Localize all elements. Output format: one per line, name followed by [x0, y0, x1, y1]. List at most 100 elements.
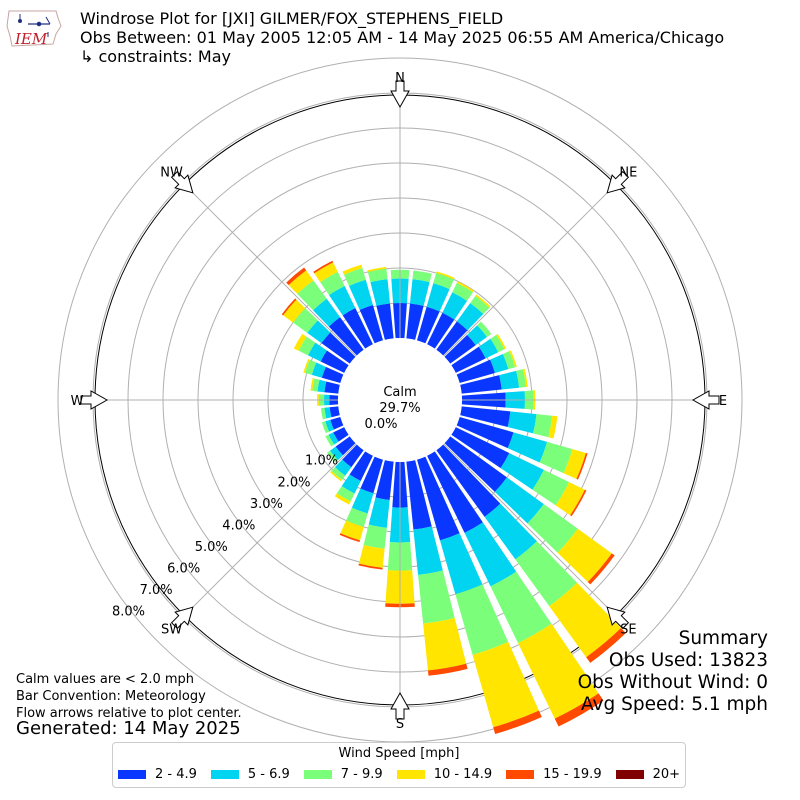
flow-arrows-note: Flow arrows relative to plot center. [16, 706, 242, 721]
chart-legend: Wind Speed [mph] 2 - 4.9 5 - 6.9 7 - 9.9 10… [112, 742, 686, 788]
obs-without-wind: Obs Without Wind: 0 [577, 672, 768, 693]
wind-bar-segment [342, 308, 373, 349]
generated-date: Generated: 14 May 2025 [16, 718, 241, 739]
legend-item: 20+ [615, 767, 680, 782]
legend-title: Wind Speed [mph] [338, 746, 460, 761]
wind-bar-segment [516, 369, 527, 388]
wind-bar-segment [360, 456, 384, 494]
wind-bar-segment [436, 444, 501, 517]
wind-bar-segment [533, 414, 553, 438]
grid-spoke [443, 443, 617, 617]
wind-bar-segment [413, 526, 443, 575]
wind-bar-segment [297, 280, 327, 311]
wind-bar-220 [330, 444, 364, 482]
avg-speed: Avg Speed: 5.1 mph [580, 694, 768, 715]
wind-bar-segment [367, 266, 387, 272]
wind-bar-segment [406, 303, 424, 340]
wind-bar-segment [522, 368, 528, 387]
wind-bar-segment [333, 427, 349, 442]
wind-bar-segment [367, 268, 388, 283]
observation-range: Obs Between: 01 May 2005 12:05 AM - 14 M… [80, 28, 725, 47]
wind-bar-segment [423, 617, 467, 671]
legend-label: 5 - 6.9 [247, 767, 290, 782]
wind-bar-segment [308, 342, 327, 362]
wind-bar-segment [570, 489, 587, 517]
wind-bar-segment [433, 273, 454, 290]
wind-bar-110 [456, 416, 588, 480]
wind-bar-segment [329, 406, 340, 418]
wind-bar-segment [305, 359, 317, 375]
wind-bar-280 [310, 378, 340, 394]
flow-arrow-icon [390, 80, 410, 109]
wind-bar-60 [451, 333, 507, 373]
wind-bar-segment [472, 641, 539, 728]
wind-bar-segment [416, 456, 460, 541]
legend-items: 2 - 4.9 5 - 6.9 7 - 9.9 10 - 14.9 15 - 19.9 2… [113, 767, 685, 782]
wind-bar-segment [416, 306, 440, 344]
wind-bar-segment [317, 379, 327, 393]
wind-bar-segment [314, 262, 338, 283]
grid-spoke [443, 183, 617, 357]
wind-bar-segment [293, 308, 318, 333]
wind-bar-segment [328, 432, 339, 445]
wind-bar-segment [456, 416, 514, 449]
wind-bar-340 [342, 264, 384, 344]
grid-spoke [183, 443, 357, 617]
wind-bar-segment [460, 375, 502, 394]
wind-bar-segment [307, 320, 331, 344]
wind-bar-segment [288, 270, 314, 294]
wind-bar-30 [427, 281, 475, 349]
wind-bar-segment [320, 271, 345, 296]
wind-bar-150 [427, 451, 604, 727]
wind-bar-segment [532, 469, 570, 506]
wind-bar-40 [436, 294, 491, 356]
wind-bar-segment [341, 474, 361, 494]
wind-bar-10 [406, 270, 432, 340]
wind-bar-segment [313, 298, 341, 327]
wind-bar-segment [555, 482, 585, 516]
wind-bar-310 [281, 298, 356, 364]
wind-bar-160 [416, 456, 542, 734]
wind-bar-20 [416, 271, 455, 344]
wind-bar-segment [442, 292, 468, 320]
direction-label-sw: SW [161, 622, 182, 637]
wind-bar-50 [444, 321, 492, 364]
wind-bar-segment [375, 460, 394, 500]
wind-bar-240 [325, 427, 349, 447]
wind-bar-120 [451, 427, 587, 517]
wind-bar-segment [467, 325, 488, 346]
wind-bar-segment [527, 504, 578, 553]
wind-bar-segment [320, 407, 327, 420]
ring-label: 8.0% [112, 605, 145, 620]
wind-bar-segment [499, 370, 520, 390]
wind-bar-segment [303, 358, 310, 373]
wind-bar-segment [348, 279, 373, 310]
legend-swatch [117, 770, 146, 779]
wind-bar-190 [358, 460, 394, 570]
wind-bar-segment [548, 415, 558, 439]
wind-bar-330 [313, 260, 373, 349]
wind-bar-segment [313, 260, 334, 274]
wind-bar-segment [343, 268, 366, 286]
wind-bar-segment [451, 346, 486, 373]
wind-bar-segment [281, 298, 297, 316]
wind-bar-segment [502, 351, 516, 370]
flow-arrow-icon [390, 691, 410, 720]
wind-bar-210 [334, 451, 373, 505]
wind-bar-segment [484, 503, 537, 560]
wind-bar-segment [286, 267, 307, 286]
legend-label: 10 - 14.9 [433, 767, 493, 782]
wind-bar-segment [351, 488, 374, 514]
wind-bar-segment [325, 434, 335, 447]
legend-swatch [396, 770, 425, 779]
direction-label-nw: NW [160, 166, 183, 181]
wind-bar-segment [427, 663, 468, 676]
wind-bar-100 [460, 406, 558, 439]
wind-bar-segment [563, 449, 586, 479]
wind-bar-segment [330, 470, 343, 482]
wind-bar-segment [327, 450, 338, 463]
wind-bar-segment [321, 421, 330, 434]
flow-arrow-icon [170, 170, 194, 194]
direction-label-n: N [395, 71, 405, 86]
flow-arrow-icon [606, 170, 630, 194]
